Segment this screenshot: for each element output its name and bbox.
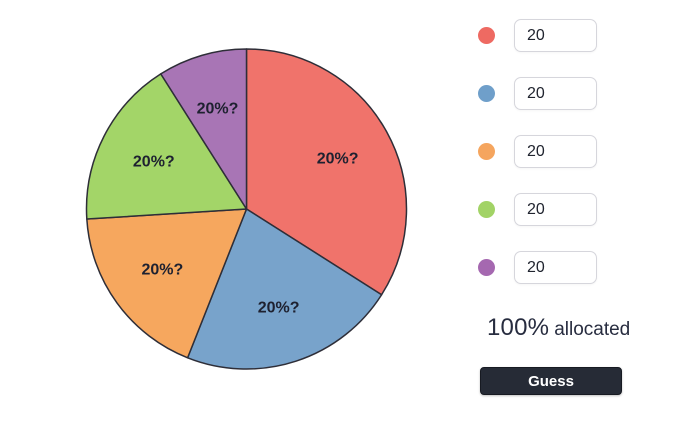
allocated-suffix: allocated (554, 319, 631, 340)
pie-slice-red (245, 48, 408, 296)
guess-input-green[interactable] (514, 193, 597, 226)
pie-slice-orange (86, 208, 248, 359)
guess-row-orange (478, 135, 688, 168)
guess-row-purple (478, 251, 688, 284)
guess-input-red[interactable] (514, 19, 597, 52)
guess-button[interactable]: Guess (480, 367, 622, 395)
pie-chart: 20%? 20%? 20%? 20%? 20%? (85, 48, 408, 370)
pie-slice-blue (186, 208, 383, 370)
guess-row-blue (478, 77, 688, 110)
guess-row-green (478, 193, 688, 226)
allocated-status: 100% allocated (487, 314, 630, 342)
guess-input-orange[interactable] (514, 135, 597, 168)
guess-input-purple[interactable] (514, 251, 597, 284)
guess-panel (478, 19, 688, 309)
guess-input-blue[interactable] (514, 77, 597, 110)
color-swatch-purple (478, 259, 495, 276)
pie-slice-purple (160, 48, 248, 210)
color-swatch-orange (478, 143, 495, 160)
pie-slice-label-green: 20%? (133, 153, 175, 170)
color-swatch-green (478, 201, 495, 218)
color-swatch-blue (478, 85, 495, 102)
pie-slice-label-red: 20%? (317, 150, 359, 167)
pie-slice-green (85, 73, 248, 220)
color-swatch-red (478, 27, 495, 44)
allocated-percent: 100% (487, 314, 550, 341)
pie-slice-label-orange: 20%? (142, 262, 184, 279)
pie-slice-label-purple: 20%? (197, 101, 239, 118)
guess-row-red (478, 19, 688, 52)
pie-slice-label-blue: 20%? (258, 299, 300, 316)
